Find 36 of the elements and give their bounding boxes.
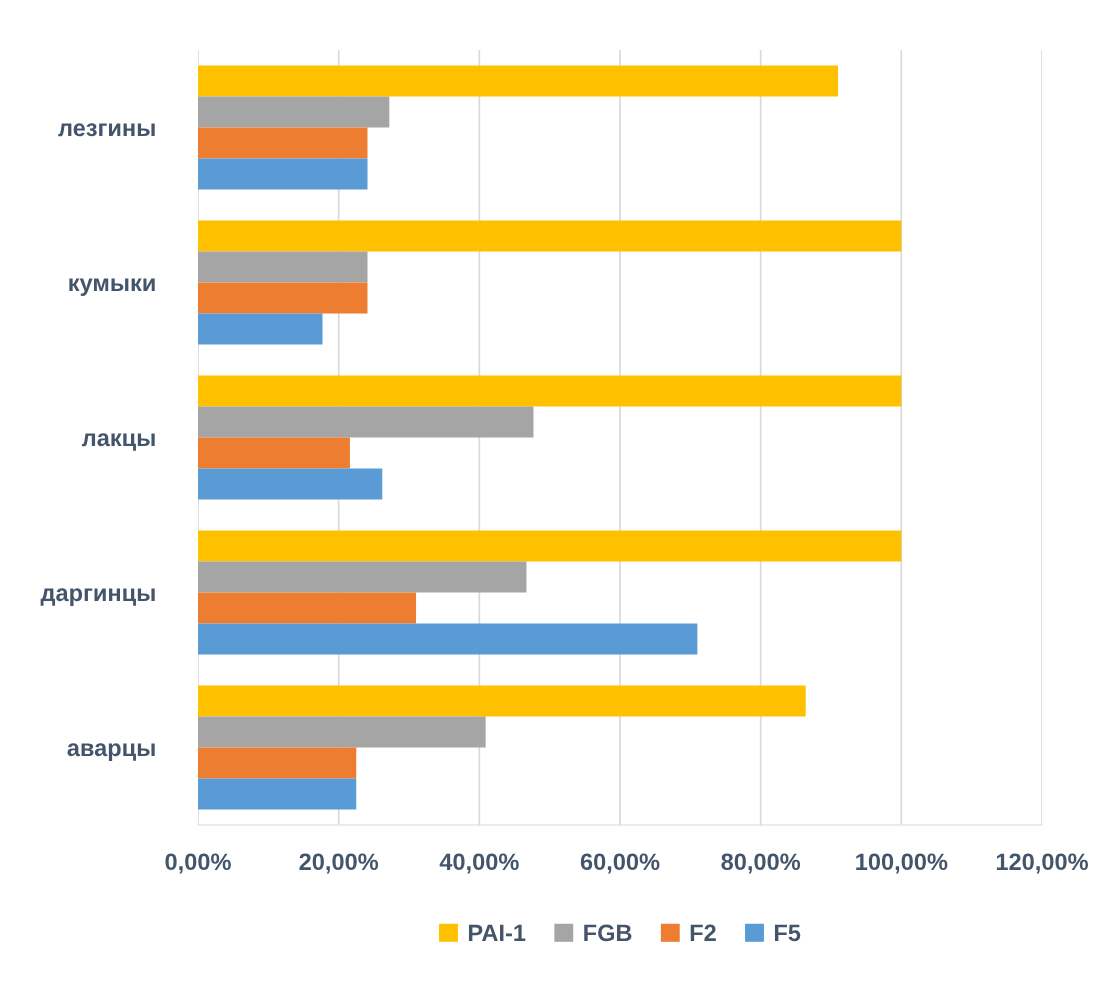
bar bbox=[198, 716, 486, 748]
bar bbox=[198, 158, 368, 190]
x-tick-label: 100,00% bbox=[856, 853, 948, 874]
bar bbox=[198, 406, 534, 438]
x-tick-label: 0,00% bbox=[165, 853, 231, 874]
bar bbox=[198, 313, 323, 345]
bar bbox=[198, 375, 902, 407]
y-tick-label: кумыки bbox=[69, 278, 155, 296]
y-tick-label: лезгины bbox=[58, 123, 155, 137]
x-tick-label: 40,00% bbox=[439, 853, 519, 874]
y-tick-label: даргинцы bbox=[40, 588, 155, 606]
bar bbox=[198, 685, 806, 717]
bar bbox=[198, 96, 390, 128]
legend-label: F2 bbox=[690, 924, 716, 941]
bar bbox=[198, 592, 417, 624]
x-tick-label: 120,00% bbox=[996, 853, 1088, 874]
bar bbox=[198, 437, 350, 469]
y-tick-label: аварцы bbox=[67, 743, 155, 761]
bar bbox=[198, 468, 383, 500]
legend-label: F5 bbox=[774, 924, 801, 942]
bar bbox=[198, 747, 357, 779]
legend-label: FGB bbox=[584, 924, 632, 942]
x-tick-label: 60,00% bbox=[580, 853, 660, 874]
bar bbox=[198, 778, 357, 810]
bar bbox=[198, 282, 368, 314]
bar bbox=[198, 251, 368, 283]
bar bbox=[198, 220, 902, 252]
legend-label: PAI-1 bbox=[468, 924, 526, 941]
bar bbox=[198, 561, 527, 593]
bar bbox=[198, 65, 839, 97]
y-tick-label: лакцы bbox=[81, 433, 155, 451]
bar bbox=[198, 530, 902, 562]
bar bbox=[198, 623, 698, 655]
x-tick-label: 20,00% bbox=[299, 853, 379, 874]
bar bbox=[198, 127, 368, 159]
x-tick-label: 80,00% bbox=[721, 853, 801, 874]
